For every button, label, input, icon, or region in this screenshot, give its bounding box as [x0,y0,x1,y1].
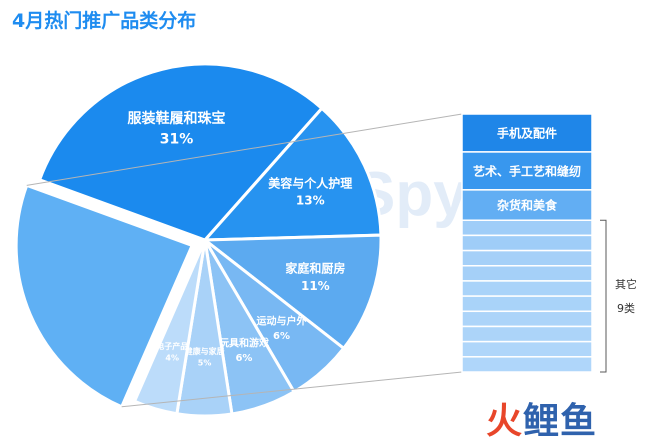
breakdown-label: 艺术、手工艺和缝纫 [473,163,581,178]
slice-value: 31% [160,131,194,147]
breakdown-segment [461,356,593,373]
breakdown-segment [461,325,593,343]
slice-label: 运动与户外 [257,314,307,327]
connector-line-top [26,113,463,186]
pie-slice-2 [200,233,383,351]
breakdown-segment [461,340,593,358]
pie-slice-1 [201,106,383,242]
breakdown-label: 杂货和美食 [497,198,558,213]
slice-label: 服装鞋履和珠宝 [128,110,226,127]
breakdown-segment [461,295,593,313]
slice-value: 6% [273,331,290,342]
breakdown-label: 手机及配件 [497,125,557,140]
pie-slice-0 [37,62,324,242]
breakdown-segment [461,249,593,267]
breakdown-segment [461,113,593,153]
brand-logo: 火鲤鱼 [486,401,598,442]
breakdown-segment [461,219,593,237]
connector-line-bottom [121,371,463,408]
pie-slice-other [14,183,195,409]
slice-value: 13% [296,194,325,208]
breakdown-segment [461,265,593,282]
breakdown-segment [461,234,593,252]
other-bracket [600,219,607,373]
slice-label: 玩具和游戏 [219,336,269,349]
slice-label: 健康与家居 [185,346,225,356]
slice-label: 美容与个人护理 [268,175,352,190]
slice-value: 5% [198,358,212,367]
chart-title: 4月热门推广品类分布 [12,10,197,32]
slice-value: 11% [301,279,330,293]
breakdown-segment [461,280,593,297]
slice-value: 6% [235,353,252,364]
breakdown-segment [461,189,593,221]
slice-label: 电子产品 [156,341,188,351]
breakdown-segment [461,151,593,191]
slice-value: 4% [165,354,179,363]
slice-label: 家庭和厨房 [285,261,345,276]
bracket-label: 其它 [615,277,637,291]
breakdown-segment [461,310,593,328]
pie-slice-6 [132,239,207,416]
bracket-count: 9类 [617,301,635,315]
